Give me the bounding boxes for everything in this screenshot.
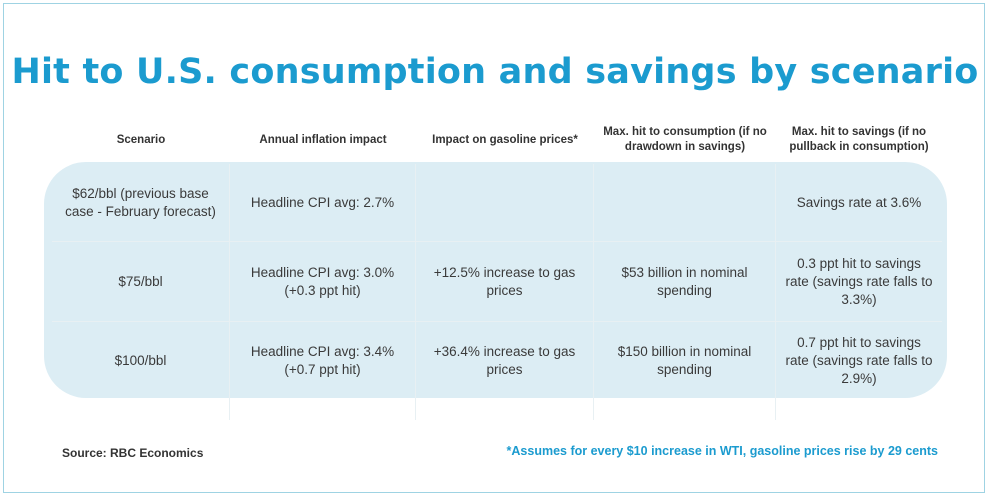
row3-inflation: Headline CPI avg: 3.4% (+0.7 ppt hit)	[230, 322, 416, 400]
page-title: Hit to U.S. consumption and savings by s…	[11, 52, 979, 92]
grid-spacer	[52, 400, 230, 420]
grid-spacer	[594, 400, 776, 420]
row1-inflation: Headline CPI avg: 2.7%	[230, 164, 416, 242]
grid-spacer	[230, 400, 416, 420]
row2-inflation: Headline CPI avg: 3.0% (+0.3 ppt hit)	[230, 242, 416, 322]
infographic-frame: Hit to U.S. consumption and savings by s…	[3, 3, 985, 493]
footnote: *Assumes for every $10 increase in WTI, …	[506, 444, 938, 458]
grid-spacer	[776, 400, 942, 420]
row3-scenario: $100/bbl	[52, 322, 230, 400]
row2-gasoline: +12.5% increase to gas prices	[416, 242, 594, 322]
scenario-table: Scenario Annual inflation impact Impact …	[52, 116, 942, 420]
header-gasoline-prices: Impact on gasoline prices*	[432, 133, 578, 146]
table-background-band	[44, 162, 947, 398]
header-savings-hit: Max. hit to savings (if no pullback in c…	[789, 126, 929, 153]
header-consumption-hit: Max. hit to consumption (if no drawdown …	[603, 126, 767, 153]
row3-gasoline: +36.4% increase to gas prices	[416, 322, 594, 400]
grid-spacer	[416, 400, 594, 420]
row3-consumption: $150 billion in nominal spending	[594, 322, 776, 400]
header-annual-inflation: Annual inflation impact	[259, 133, 387, 146]
row1-consumption	[594, 164, 776, 242]
source-note: Source: RBC Economics	[62, 446, 204, 460]
row2-savings: 0.3 ppt hit to savings rate (savings rat…	[776, 242, 942, 322]
header-scenario: Scenario	[116, 133, 166, 146]
row1-scenario: $62/bbl (previous base case - February f…	[52, 164, 230, 242]
row3-savings: 0.7 ppt hit to savings rate (savings rat…	[785, 335, 933, 386]
row2-scenario: $75/bbl	[52, 242, 230, 322]
row1-savings: Savings rate at 3.6%	[776, 164, 942, 242]
row1-gasoline	[416, 164, 594, 242]
row2-consumption: $53 billion in nominal spending	[594, 242, 776, 322]
